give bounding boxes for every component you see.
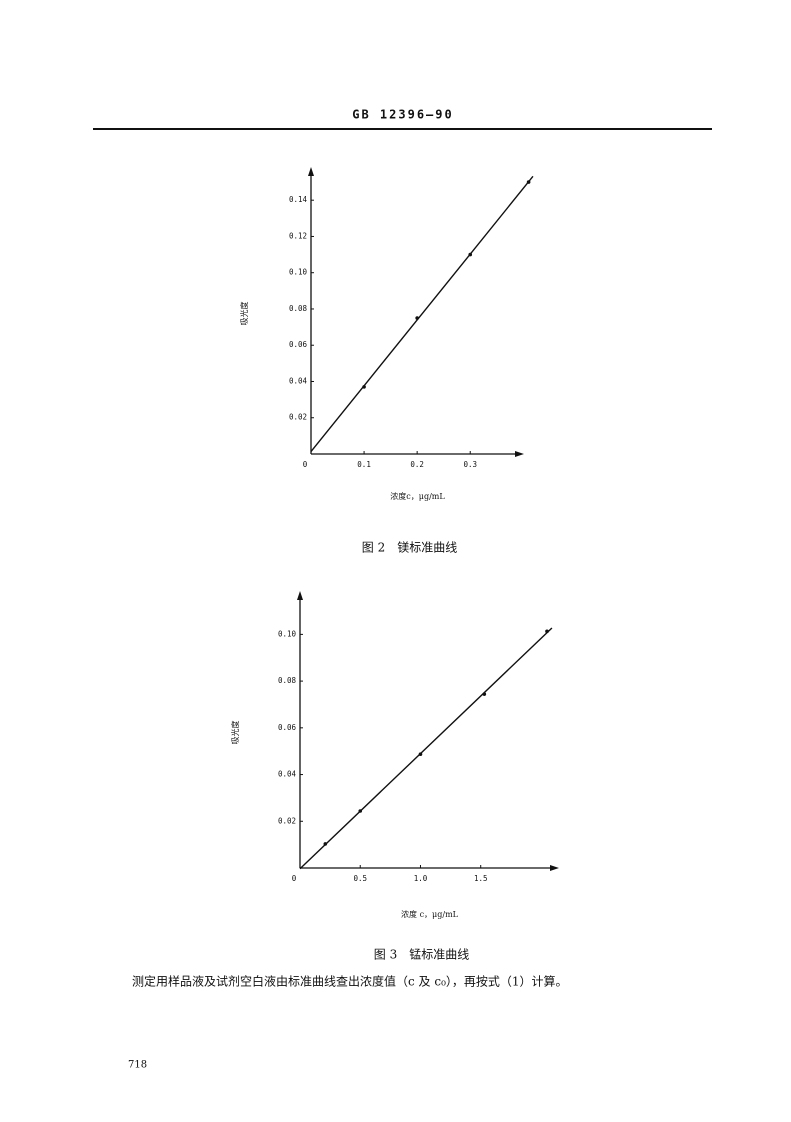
trend-line: [299, 627, 553, 870]
data-point: [468, 252, 473, 257]
x-tick-label: 1.0: [414, 874, 428, 883]
data-point: [358, 809, 363, 813]
data-point: [323, 842, 328, 846]
y-arrow: [308, 167, 314, 176]
y-tick-label: 0.02: [278, 816, 296, 825]
y-tick-label: 0.02: [289, 413, 307, 422]
y-tick-label: 0.10: [289, 268, 308, 277]
data-point: [482, 692, 487, 696]
y-tick-label: 0.06: [289, 340, 308, 349]
y-axis-label: 吸光度: [230, 721, 240, 745]
x-axis-label: 浓度c，μg/mL: [390, 491, 445, 501]
header-code: GB 12396—90: [352, 108, 453, 122]
y-tick-label: 0.10: [278, 629, 297, 638]
y-axis-label: 吸光度: [239, 302, 249, 326]
y-arrow: [297, 591, 303, 600]
data-point: [362, 385, 366, 389]
data-point: [418, 752, 423, 757]
page-number: 718: [128, 1060, 147, 1071]
y-tick-label: 0.04: [289, 376, 308, 385]
y-tick-label: 0.06: [278, 723, 297, 732]
x-arrow: [550, 865, 559, 871]
x-tick-label: 0.3: [463, 460, 477, 469]
y-tick-label: 0.14: [289, 195, 308, 204]
data-point: [526, 180, 531, 184]
y-tick-label: 0.08: [278, 676, 297, 685]
x-tick-label: 1.5: [474, 874, 488, 883]
figure-caption: 图 2 镁标准曲线: [362, 541, 457, 555]
y-tick-label: 0.12: [289, 231, 307, 240]
y-tick-label: 0.08: [289, 304, 308, 313]
body-text: 测定用样品液及试剂空白液由标准曲线查出浓度值（c 及 c₀），再按式（1）计算。: [132, 974, 568, 989]
y-tick-label: 0.04: [278, 770, 297, 779]
x-tick-label: 0.1: [357, 460, 371, 469]
data-point: [415, 316, 419, 320]
figure-caption: 图 3 锰标准曲线: [374, 947, 469, 962]
x-axis-label: 浓度 c，μg/mL: [401, 909, 459, 919]
x-tick-label: 0.5: [353, 874, 367, 883]
x-tick-label: 0: [292, 874, 297, 883]
data-point: [545, 629, 549, 634]
trend-line: [310, 175, 534, 453]
x-arrow: [515, 451, 524, 457]
x-tick-label: 0.2: [410, 460, 424, 469]
x-tick-label: 0: [303, 460, 308, 469]
